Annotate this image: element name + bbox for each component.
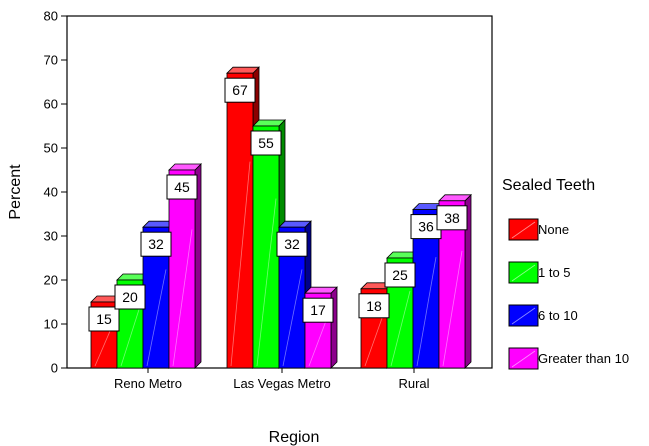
y-axis-title: Percent — [7, 164, 24, 220]
bar-highlight — [416, 257, 437, 367]
data-label-box — [384, 262, 416, 288]
data-label-box — [358, 293, 390, 319]
legend-item: None — [508, 218, 569, 241]
bar-top — [438, 194, 472, 202]
data-label-box — [88, 306, 120, 332]
data-label: 36 — [418, 219, 434, 235]
legend-swatch-highlight — [511, 307, 536, 325]
data-label-box — [114, 284, 146, 310]
legend-swatch-highlight — [511, 350, 536, 368]
data-label: 55 — [258, 135, 274, 151]
data-label-box — [302, 297, 334, 323]
data-label-box — [250, 130, 282, 156]
data-label: 25 — [392, 267, 408, 283]
legend-label: 6 to 10 — [538, 308, 578, 323]
y-tick-label: 0 — [51, 361, 58, 376]
category-label: Reno Metro — [114, 376, 182, 391]
y-tick-label: 50 — [44, 141, 58, 156]
x-axis-title: Region — [269, 429, 320, 446]
data-label: 67 — [232, 82, 248, 98]
bar-highlight — [364, 312, 385, 367]
data-label-box — [140, 231, 172, 257]
bar-highlight — [172, 229, 193, 367]
data-label: 38 — [444, 210, 460, 226]
category-label: Rural — [398, 376, 429, 391]
data-label: 17 — [310, 302, 326, 318]
y-tick-label: 30 — [44, 229, 58, 244]
data-label-box — [436, 205, 468, 231]
y-tick-label: 60 — [44, 97, 58, 112]
legend-item: 1 to 5 — [508, 261, 571, 284]
bar-highlight — [442, 250, 463, 367]
bar-highlight — [120, 306, 141, 367]
bar-front — [252, 125, 280, 369]
bar-highlight — [282, 269, 303, 367]
bar-highlight — [256, 198, 277, 367]
legend-title: Sealed Teeth — [502, 177, 595, 194]
data-label: 45 — [174, 179, 190, 195]
y-tick-label: 20 — [44, 273, 58, 288]
bar-front — [226, 72, 254, 369]
y-tick-label: 70 — [44, 53, 58, 68]
bar-highlight — [146, 269, 167, 367]
category-label: Las Vegas Metro — [233, 376, 331, 391]
legend-label: 1 to 5 — [538, 265, 571, 280]
legend-label: Greater than 10 — [538, 351, 629, 366]
data-label-box — [410, 214, 442, 240]
data-label: 18 — [366, 298, 382, 314]
bar-highlight — [230, 161, 251, 367]
bar-top — [168, 163, 202, 171]
data-label-box — [166, 174, 198, 200]
bar-highlight — [390, 290, 411, 367]
data-label: 32 — [148, 236, 164, 252]
legend-label: None — [538, 222, 569, 237]
y-tick-label: 80 — [44, 9, 58, 24]
bar-front — [168, 169, 196, 369]
bar-highlight — [308, 315, 329, 367]
bar-top — [226, 66, 260, 74]
data-label: 32 — [284, 236, 300, 252]
data-label-box — [276, 231, 308, 257]
y-tick-label: 40 — [44, 185, 58, 200]
data-label-box — [224, 77, 256, 103]
legend-item: Greater than 10 — [508, 347, 629, 370]
legend-swatch-highlight — [511, 221, 536, 239]
y-tick-label: 10 — [44, 317, 58, 332]
bar — [168, 163, 202, 369]
legend-swatch-highlight — [511, 264, 536, 282]
bar-top — [304, 286, 338, 294]
data-label: 15 — [96, 311, 112, 327]
data-label: 20 — [122, 289, 138, 305]
legend-item: 6 to 10 — [508, 304, 578, 327]
legend: None 1 to 5 6 to 10 Greater than 10 — [508, 218, 629, 370]
bar-top — [278, 220, 312, 228]
bar-top — [252, 119, 286, 127]
